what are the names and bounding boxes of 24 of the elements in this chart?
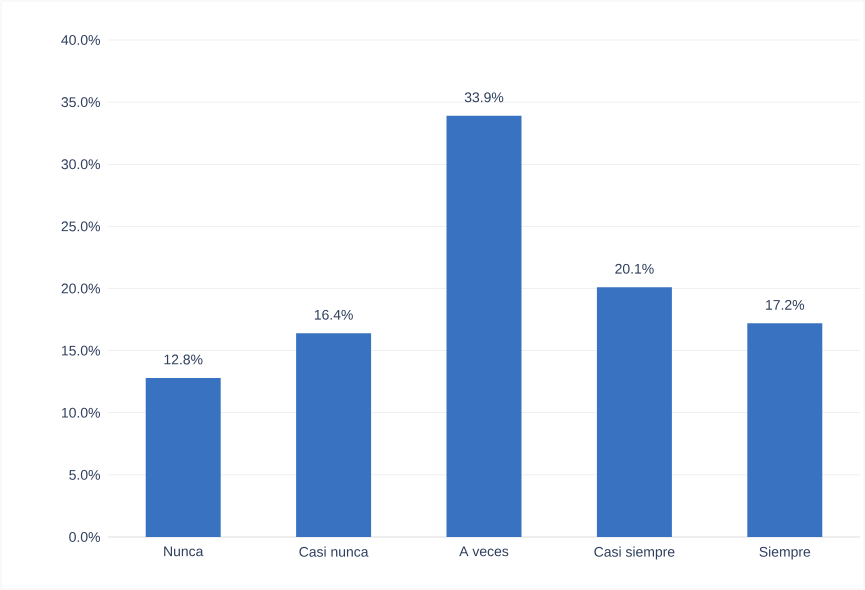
y-tick-label: 40.0% (61, 35, 100, 45)
x-tick-label: Casi nunca (299, 546, 368, 557)
bar (296, 333, 372, 537)
y-tick-label: 20.0% (62, 284, 100, 294)
x-tick-label: A veces (459, 546, 508, 556)
x-tick-label: Nunca (164, 546, 204, 556)
y-tick-label: 30.0% (61, 159, 100, 170)
data-label: 17.2% (766, 300, 804, 310)
data-label: 33.9% (464, 92, 504, 102)
y-tick-label: 5.0% (69, 470, 100, 480)
data-label: 20.1% (615, 264, 654, 274)
bar (446, 116, 522, 537)
x-tick-label: Siempre (759, 546, 810, 560)
y-tick-label: 35.0% (61, 97, 100, 108)
bar (747, 323, 822, 537)
y-tick-label: 10.0% (62, 408, 100, 418)
x-tick-label: Casi siempre (594, 546, 674, 560)
bar (146, 378, 221, 537)
bar (596, 287, 672, 537)
y-tick-label: 15.0% (62, 346, 100, 356)
data-label: 12.8% (164, 354, 202, 364)
y-tick-label: 0.0% (69, 532, 100, 542)
data-label: 16.4% (314, 310, 353, 320)
y-tick-label: 25.0% (62, 221, 100, 232)
